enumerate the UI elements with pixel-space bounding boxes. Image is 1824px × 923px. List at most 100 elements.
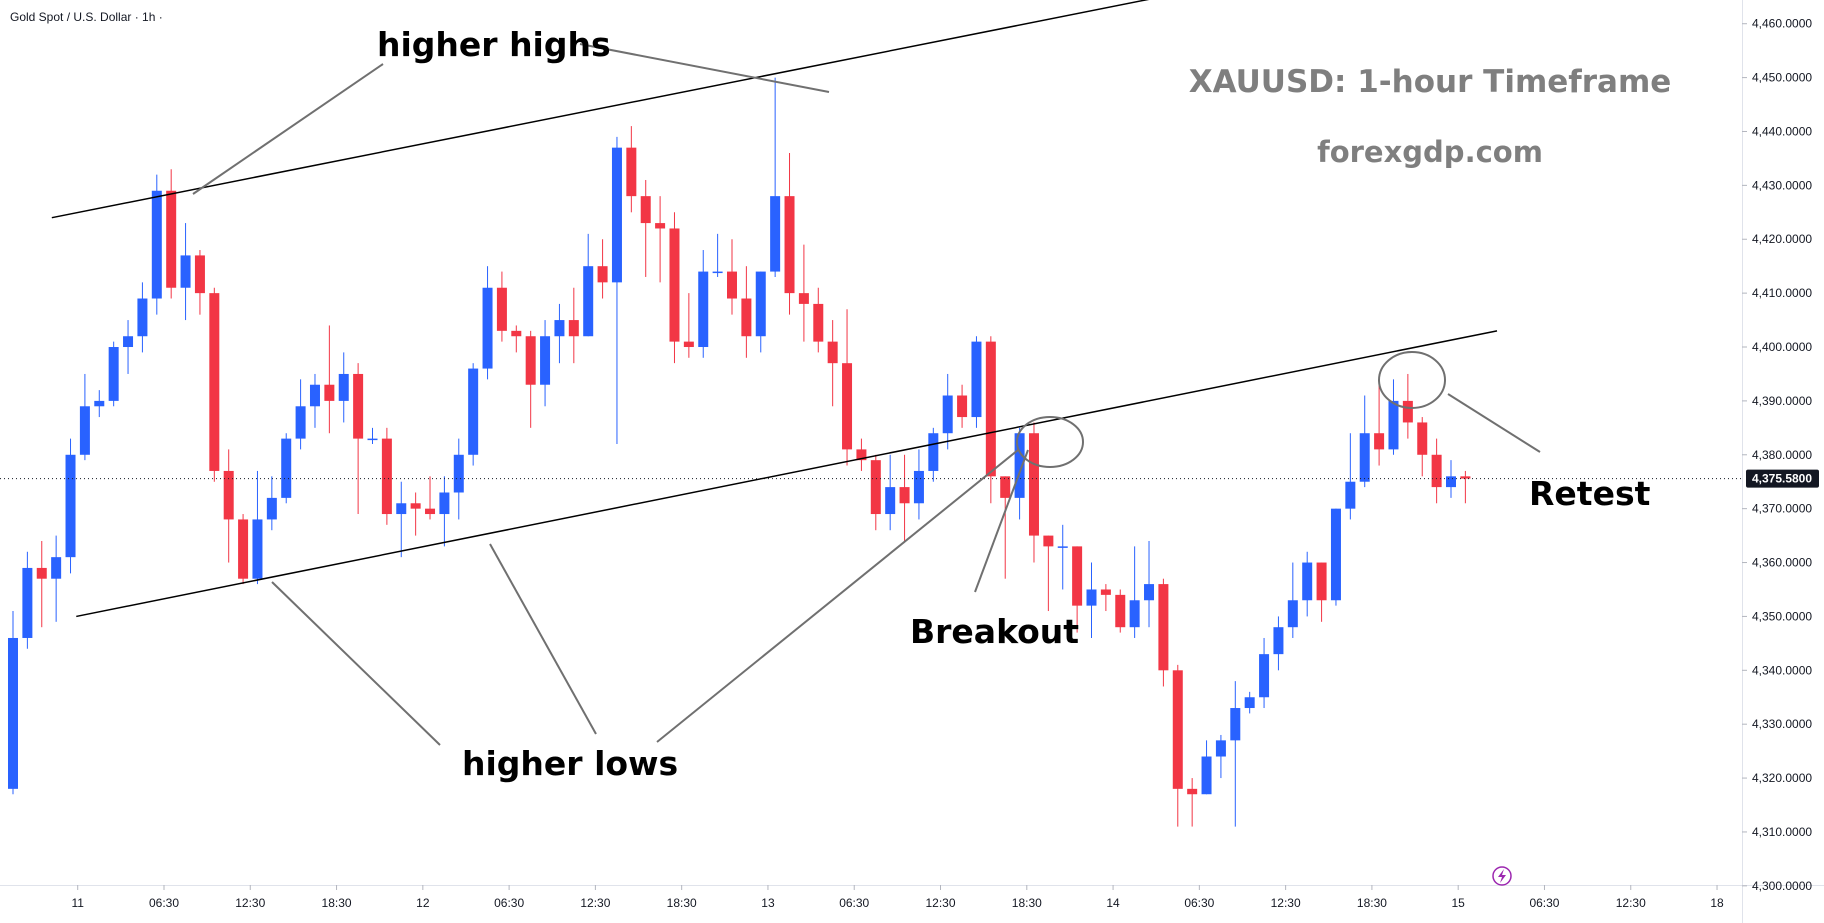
candle[interactable] <box>626 126 637 213</box>
symbol-title[interactable]: Gold Spot / U.S. Dollar · 1h · <box>10 10 163 24</box>
candle[interactable] <box>482 266 493 380</box>
candle[interactable] <box>1201 740 1212 795</box>
candle[interactable] <box>798 244 809 342</box>
candle[interactable] <box>913 449 924 520</box>
candle[interactable] <box>683 293 694 358</box>
candle[interactable] <box>123 320 134 374</box>
candle[interactable] <box>468 363 479 466</box>
candle[interactable] <box>381 427 392 525</box>
candle[interactable] <box>511 325 522 353</box>
candle[interactable] <box>410 492 421 536</box>
candle[interactable] <box>525 330 536 428</box>
candle[interactable] <box>1330 508 1341 606</box>
candle[interactable] <box>712 233 723 277</box>
candle[interactable] <box>1100 584 1111 612</box>
candle[interactable] <box>396 481 407 558</box>
candle[interactable] <box>1345 433 1356 520</box>
candle[interactable] <box>209 287 220 482</box>
candle[interactable] <box>353 363 364 515</box>
candle[interactable] <box>1215 734 1226 779</box>
candle[interactable] <box>1230 681 1241 827</box>
candle[interactable] <box>309 373 320 428</box>
candle[interactable] <box>108 341 119 407</box>
candle[interactable] <box>1244 691 1255 714</box>
candle[interactable] <box>1402 373 1413 439</box>
upper-channel-line[interactable] <box>51 0 1202 219</box>
candle[interactable] <box>597 239 608 299</box>
candle[interactable] <box>985 336 996 504</box>
candle[interactable] <box>1431 438 1442 504</box>
candle[interactable] <box>813 287 824 353</box>
candle[interactable] <box>1129 546 1140 638</box>
candle[interactable] <box>1374 379 1385 466</box>
candle[interactable] <box>856 438 867 471</box>
candle[interactable] <box>1043 535 1054 612</box>
candle[interactable] <box>295 379 306 450</box>
candle[interactable] <box>827 320 838 407</box>
candle[interactable] <box>1259 637 1270 709</box>
candle[interactable] <box>252 470 263 585</box>
candle[interactable] <box>180 223 191 321</box>
candle[interactable] <box>554 303 565 364</box>
candle[interactable] <box>324 325 335 434</box>
candle[interactable] <box>755 271 766 353</box>
candle[interactable] <box>971 336 982 428</box>
candle[interactable] <box>885 454 896 531</box>
candle[interactable] <box>151 174 162 315</box>
candle[interactable] <box>784 153 795 315</box>
candle[interactable] <box>1000 476 1011 579</box>
candle[interactable] <box>655 196 666 283</box>
current-price-label[interactable]: 4,375.5800 <box>1746 469 1819 488</box>
lightning-bolt-icon[interactable] <box>1492 866 1512 886</box>
candle[interactable] <box>741 266 752 358</box>
candle[interactable] <box>540 320 551 407</box>
candle[interactable] <box>1460 470 1471 504</box>
candle[interactable] <box>223 449 234 563</box>
candle[interactable] <box>194 250 205 315</box>
candle[interactable] <box>1057 524 1068 590</box>
candle[interactable] <box>238 514 249 585</box>
candle[interactable] <box>22 551 33 649</box>
candle[interactable] <box>36 540 47 628</box>
candle[interactable] <box>727 239 737 315</box>
candle[interactable] <box>1273 616 1284 671</box>
candle[interactable] <box>1359 395 1370 488</box>
candle[interactable] <box>1417 417 1428 477</box>
candle[interactable] <box>8 611 18 795</box>
candle[interactable] <box>1302 551 1313 617</box>
candle[interactable] <box>266 476 277 531</box>
candle[interactable] <box>1144 540 1155 628</box>
candle[interactable] <box>1446 460 1456 498</box>
candle[interactable] <box>770 77 781 277</box>
candle[interactable] <box>65 438 76 574</box>
candle[interactable] <box>1388 379 1399 455</box>
candle[interactable] <box>1028 422 1039 563</box>
candle[interactable] <box>1158 578 1169 687</box>
candle[interactable] <box>942 373 953 450</box>
candle[interactable] <box>899 454 910 541</box>
candle[interactable] <box>79 373 90 461</box>
candle[interactable] <box>611 136 622 444</box>
candle[interactable] <box>425 476 436 520</box>
candle[interactable] <box>669 212 680 364</box>
candle[interactable] <box>1115 589 1126 633</box>
candle[interactable] <box>367 427 378 444</box>
candle[interactable] <box>568 287 579 364</box>
candle[interactable] <box>1086 562 1097 638</box>
candle[interactable] <box>842 309 853 466</box>
candle[interactable] <box>281 433 292 504</box>
lower-channel-line[interactable] <box>76 330 1498 618</box>
candle[interactable] <box>928 427 939 482</box>
candle[interactable] <box>496 271 507 342</box>
candle[interactable] <box>338 352 349 423</box>
candle[interactable] <box>957 384 968 428</box>
candle[interactable] <box>1187 778 1198 827</box>
candle[interactable] <box>51 535 62 622</box>
candle[interactable] <box>583 233 594 337</box>
candle[interactable] <box>94 390 105 418</box>
candle[interactable] <box>453 438 464 520</box>
candle[interactable] <box>166 169 177 299</box>
candle[interactable] <box>137 282 148 353</box>
